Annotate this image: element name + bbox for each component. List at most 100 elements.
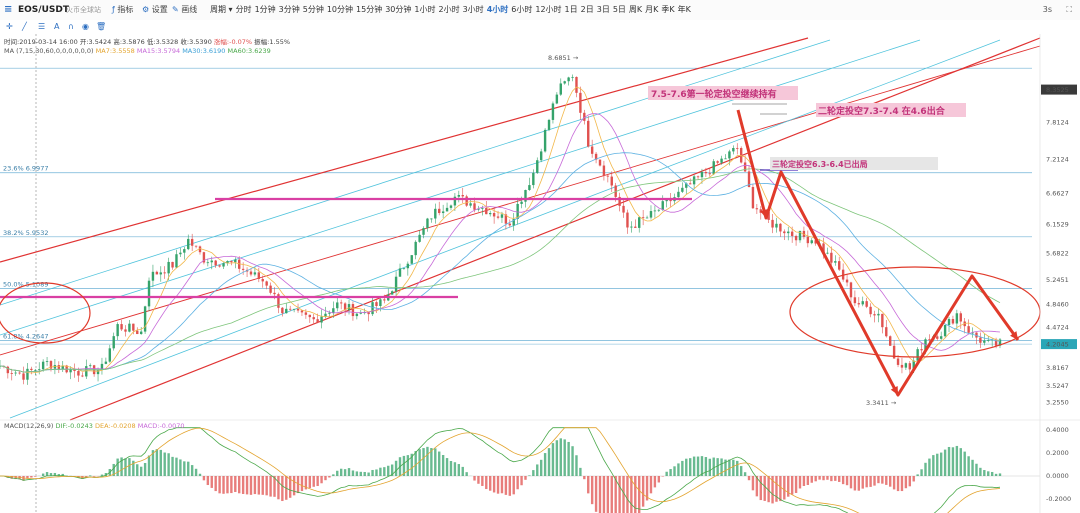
interval-30分钟[interactable]: 30分钟 <box>385 5 412 14</box>
macd-bar <box>763 476 766 501</box>
macd-bar <box>88 475 92 476</box>
macd-bar <box>963 451 966 476</box>
fib-label-0: 23.6% 6.9977 <box>3 165 48 173</box>
price-tick-1: 7.2124 <box>1046 156 1069 164</box>
macd-bar <box>645 476 649 501</box>
candle-body <box>190 238 194 246</box>
macd-bar <box>779 476 782 502</box>
interval-年K[interactable]: 年K <box>677 5 691 14</box>
interval-4小时[interactable]: 4小时 <box>486 5 509 14</box>
macd-bar <box>920 469 923 476</box>
info-amplitude: 振幅:1.55% <box>254 38 291 46</box>
candle-body <box>900 364 904 368</box>
candle-body <box>96 370 100 375</box>
interval-周K[interactable]: 周K <box>628 5 643 14</box>
interval-2日[interactable]: 2日 <box>580 5 594 14</box>
candle-body <box>292 308 296 310</box>
eye-icon[interactable]: ◉ <box>82 22 89 31</box>
interval-2小时[interactable]: 2小时 <box>438 5 460 14</box>
fullscreen-icon[interactable]: ⛶ <box>1066 5 1072 14</box>
note3-bg <box>770 157 938 170</box>
interval-3小时[interactable]: 3小时 <box>462 5 484 14</box>
candle-body <box>790 231 794 236</box>
macd-bar <box>198 473 202 476</box>
interval-5分钟[interactable]: 5分钟 <box>302 5 324 14</box>
candle-body <box>6 366 10 374</box>
macd-bar <box>230 476 233 494</box>
interval-3分钟[interactable]: 3分钟 <box>278 5 300 14</box>
macd-bar <box>120 457 123 476</box>
magnet-icon[interactable]: ∩ <box>68 22 74 31</box>
macd-bar <box>265 476 268 496</box>
macd-bar <box>453 462 457 476</box>
drawing-button[interactable]: ✎ 画线 <box>172 0 197 20</box>
text-icon[interactable]: A <box>54 22 60 31</box>
pencil-icon: ✎ <box>172 5 179 14</box>
interval-12小时[interactable]: 12小时 <box>535 5 562 14</box>
interval-3日[interactable]: 3日 <box>596 5 610 14</box>
interval-15分钟[interactable]: 15分钟 <box>356 5 383 14</box>
macd-bar <box>336 470 339 476</box>
interval-1分钟[interactable]: 1分钟 <box>254 5 276 14</box>
macd-bar <box>994 473 998 476</box>
menu-icon[interactable]: ≡ <box>4 4 13 15</box>
candle-body <box>253 272 257 275</box>
macd-bar <box>622 476 625 513</box>
macd-bar <box>296 476 300 494</box>
interval-分时[interactable]: 分时 <box>235 5 252 14</box>
symbol-title[interactable]: EOS/USDT <box>18 5 69 15</box>
candle-body <box>598 159 602 166</box>
trendline-icon[interactable]: ╱ <box>22 22 27 31</box>
macd-bar <box>179 459 182 476</box>
fibonacci-levels: 23.6% 6.9977 38.2% 5.9532 50.0% 5.1089 61.8… <box>0 67 1032 345</box>
trash-icon[interactable]: 🗑 <box>96 22 107 31</box>
indicator-button[interactable]: ƒ 指标 <box>112 0 133 20</box>
macd-bar <box>277 476 280 500</box>
interval-5日[interactable]: 5日 <box>612 5 626 14</box>
macd-bar <box>132 460 135 476</box>
macd-bar <box>300 476 304 492</box>
settings-button[interactable]: ⚙ 设置 <box>142 0 168 20</box>
candle-body <box>567 77 570 82</box>
candle-body <box>861 301 864 305</box>
candle-body <box>877 313 880 316</box>
candle-body <box>124 329 127 332</box>
candle-body <box>685 183 688 188</box>
macd-bar <box>61 473 64 476</box>
macd-bar <box>896 476 900 492</box>
candle-body <box>218 265 221 267</box>
macd-bar <box>649 476 653 494</box>
macd-bar <box>688 458 692 476</box>
fib-icon[interactable]: ☰ <box>38 22 46 31</box>
candle-body <box>971 332 974 334</box>
macd-label: MACD(12,26,9) <box>4 422 54 430</box>
interval-季K[interactable]: 季K <box>661 5 675 14</box>
interval-1日[interactable]: 1日 <box>564 5 578 14</box>
candle-body <box>983 340 986 343</box>
macd-bar <box>34 476 37 477</box>
candle-body <box>743 162 747 172</box>
candle-body <box>732 147 735 152</box>
interval-1小时[interactable]: 1小时 <box>414 5 436 14</box>
channel-blue-2 <box>0 39 921 336</box>
candle-body <box>834 261 837 263</box>
interval-6小时[interactable]: 6小时 <box>511 5 533 14</box>
candle-body <box>379 299 382 306</box>
macd-bar <box>269 476 272 497</box>
candle-body <box>681 187 684 192</box>
macd-bar <box>85 476 88 477</box>
candle-body <box>328 312 331 314</box>
interval-10分钟[interactable]: 10分钟 <box>326 5 354 14</box>
candle-body <box>602 165 606 176</box>
macd-bar <box>238 476 241 494</box>
macd-bar <box>45 472 49 476</box>
period-label[interactable]: 周期 ▾ <box>210 5 233 14</box>
crosshair-icon[interactable]: ✛ <box>6 22 13 31</box>
interval-月K[interactable]: 月K <box>645 5 659 14</box>
macd-bar <box>630 476 633 513</box>
candlestick-series <box>0 74 1002 385</box>
candle-body <box>18 372 21 374</box>
macd-bar <box>288 476 292 498</box>
candle-body <box>641 217 645 219</box>
